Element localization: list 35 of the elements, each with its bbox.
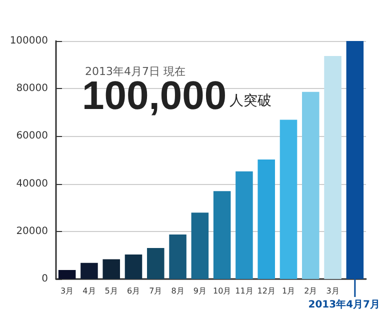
x-tick-label: 3月 [60,286,74,296]
y-tick-label: 80000 [16,83,48,94]
bar [324,56,342,279]
bar [302,92,320,279]
bar [147,248,164,279]
x-tick-label: 10月 [212,286,232,296]
x-tick-label: 8月 [171,286,184,296]
text: 2013年4月7月 [308,298,380,310]
annotation: 2013年4月7日 現在 [85,65,186,78]
y-tick-label: 60000 [16,130,48,142]
x-tick-label: 6月 [126,286,140,296]
bar [191,212,209,279]
x-tick-label: 2月 [304,286,318,296]
annotation: 人突破 [230,93,272,109]
y-tick-label: 40000 [16,178,48,190]
bar [58,270,76,279]
x-tick-label: 4月 [82,286,96,296]
bar [102,259,120,279]
bar [258,160,275,279]
x-tick-label: 12月 [257,286,276,296]
x-tick-label: 1月 [282,286,296,296]
x-tick-label: 9月 [193,286,206,296]
bar [169,234,186,279]
y-tick-label: 20000 [16,226,48,237]
bar [80,262,98,279]
bar [236,171,253,279]
x-tick-label: 5月 [104,286,118,296]
x-tick-label: 11月 [235,286,254,296]
y-tick-label: 0 [42,274,48,284]
x-tick-label: 7月 [149,286,162,296]
bar [124,254,142,279]
bar [280,120,298,279]
y-tick-label: 100000 [10,36,48,46]
bar [213,191,231,279]
x-tick-label: 3月 [326,286,340,296]
